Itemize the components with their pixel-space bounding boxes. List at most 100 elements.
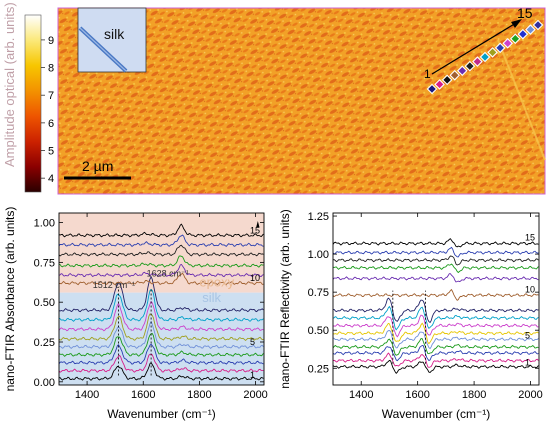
x-tick-label: 1800 (187, 389, 211, 401)
measurement-point (456, 65, 468, 77)
trace-label: 10 (250, 273, 260, 283)
series-line (333, 238, 539, 248)
series-group (333, 238, 539, 375)
x-tick-label: 2000 (243, 389, 267, 401)
measurement-arrow: 1 15 (424, 5, 533, 81)
x-tick-label: 2000 (518, 389, 542, 401)
measurement-point (449, 69, 461, 81)
y-tick-label: 0.75 (308, 287, 329, 299)
y-tick-label: 0.50 (308, 325, 329, 337)
trace-label: 1 (250, 370, 255, 380)
trace-label: 15 (250, 226, 260, 236)
trace-label: 10 (525, 285, 535, 295)
series-line (333, 273, 539, 283)
y-tick-label: 0.50 (34, 297, 55, 309)
measurement-point (502, 37, 514, 49)
series-line (333, 338, 539, 356)
reflectivity-chart: 1400 1600 1800 2000 0.25 0.50 0.75 1.00 1.25 Wave… (278, 209, 543, 421)
arrow-end-label: 15 (517, 5, 533, 21)
arrow-start-label: 1 (424, 67, 431, 81)
x-tick-label: 1400 (349, 389, 373, 401)
measurement-point (426, 83, 438, 95)
series-line (333, 322, 539, 345)
series-line (59, 275, 264, 313)
trace-label: 1 (525, 357, 530, 367)
x-axis-label: Wavenumber (cm⁻¹) (107, 407, 216, 421)
y-tick-label: 0.00 (34, 377, 55, 389)
series-line (333, 330, 539, 350)
series-line (333, 345, 539, 362)
measurement-point (479, 51, 491, 63)
absorbance-chart: 1400 1600 1800 2000 0.00 0.25 0.50 0.75 1.00 Wave… (3, 207, 268, 421)
series-line (333, 314, 539, 338)
colorbar: 4 5 6 7 8 9 Amplitude optical (arb. units) (2, 2, 54, 193)
measurement-point (532, 19, 544, 31)
series-line (59, 343, 264, 365)
series-line (333, 305, 539, 331)
trace-label: 15 (525, 232, 535, 242)
y-tick-label: 1.25 (308, 211, 329, 223)
y-tick-label: 0.75 (34, 257, 55, 269)
measurement-point (494, 42, 506, 54)
measurement-points (426, 19, 544, 95)
peak-label: 1512 cm⁻¹ (93, 280, 135, 290)
epoxy-label: epoxy (199, 274, 234, 289)
measurement-point (434, 79, 445, 90)
colorbar-gradient (24, 14, 42, 193)
afm-image-panel: silk 2 µm 1 15 (57, 5, 546, 195)
colorbar-tick-label: 9 (48, 35, 54, 47)
trace-label: 5 (250, 337, 255, 347)
measurement-point (487, 47, 498, 58)
colorbar-tick-label: 8 (48, 63, 54, 75)
y-tick-label: 0.25 (34, 337, 55, 349)
y-tick-label: 0.25 (308, 363, 329, 375)
colorbar-tick-label: 6 (48, 118, 54, 130)
series-group (59, 223, 264, 381)
series-line (333, 352, 539, 368)
epoxy-boundary (497, 39, 546, 161)
trace-label: 5 (525, 331, 530, 341)
series-line (59, 244, 264, 257)
series-line (59, 272, 264, 286)
series-line (59, 313, 264, 342)
series-line (59, 353, 264, 373)
series-line (333, 246, 539, 258)
trace-arrow (256, 220, 260, 228)
x-tick-label: 1800 (462, 389, 486, 401)
scale-bar: 2 µm (64, 158, 131, 180)
inset-label: silk (104, 26, 125, 42)
series-line (59, 255, 264, 268)
x-tick-label: 1400 (75, 389, 99, 401)
y-tick-label: 1.00 (34, 218, 55, 230)
colorbar-ticks: 4 5 6 7 8 9 (41, 35, 54, 185)
series-line (333, 263, 539, 274)
measurement-point (509, 33, 521, 45)
colorbar-label: Amplitude optical (arb. units) (2, 2, 17, 167)
measurement-point (441, 74, 453, 86)
measurement-point (525, 24, 536, 35)
axes-frame (332, 212, 540, 386)
image-border (57, 7, 546, 195)
series-line (333, 359, 539, 375)
measurement-point (517, 28, 529, 40)
x-tick-label: 1600 (405, 389, 429, 401)
epoxy-region (59, 213, 264, 293)
silk-inset: silk (77, 7, 147, 73)
series-line (59, 320, 264, 350)
series-line (333, 297, 539, 324)
y-tick-label: 1.00 (308, 249, 329, 261)
colorbar-tick-label: 4 (48, 173, 54, 185)
series-line (59, 300, 264, 332)
y-axis-label: nano-FTIR Reflectivity (arb. units) (278, 209, 292, 388)
scale-bar-label: 2 µm (82, 158, 113, 174)
series-line (59, 332, 264, 357)
series-line (59, 263, 264, 278)
colorbar-tick-label: 7 (48, 90, 54, 102)
colorbar-tick-label: 5 (48, 146, 54, 158)
series-line (59, 288, 264, 322)
series-line (59, 362, 264, 381)
series-line (59, 234, 264, 248)
series-line (333, 255, 539, 266)
axes-frame (58, 212, 265, 386)
